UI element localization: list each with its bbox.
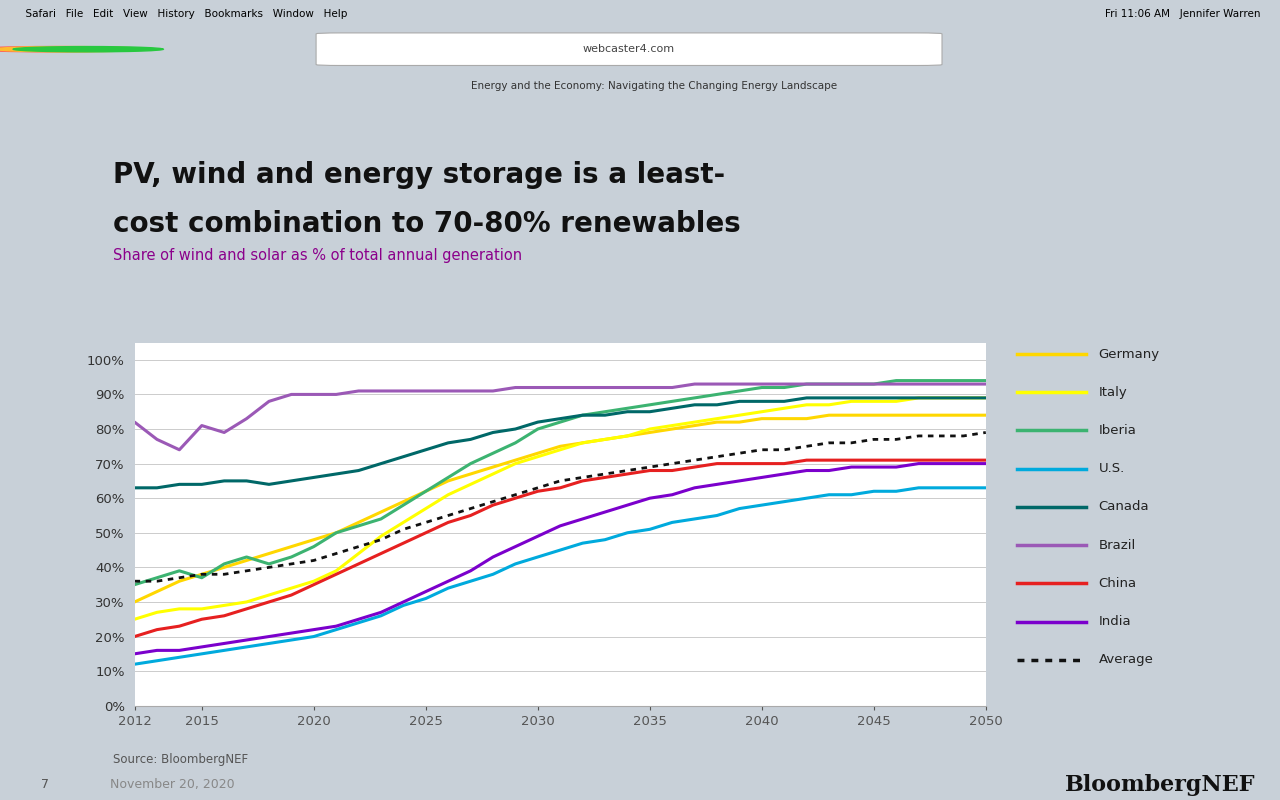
Text: India: India xyxy=(1098,615,1132,628)
Text: November 20, 2020: November 20, 2020 xyxy=(110,778,234,791)
Text: webcaster4.com: webcaster4.com xyxy=(582,44,675,54)
Text: Fri 11:06 AM   Jennifer Warren: Fri 11:06 AM Jennifer Warren xyxy=(1106,9,1261,18)
Text: BloombergNEF: BloombergNEF xyxy=(1065,774,1254,796)
Circle shape xyxy=(13,46,164,52)
Circle shape xyxy=(0,46,145,52)
Text: Germany: Germany xyxy=(1098,347,1160,361)
Text: Energy and the Economy: Navigating the Changing Energy Landscape: Energy and the Economy: Navigating the C… xyxy=(471,82,837,91)
Text: Italy: Italy xyxy=(1098,386,1128,398)
Text: cost combination to 70-80% renewables: cost combination to 70-80% renewables xyxy=(114,210,741,238)
Text: Safari   File   Edit   View   History   Bookmarks   Window   Help: Safari File Edit View History Bookmarks … xyxy=(19,9,348,18)
Circle shape xyxy=(0,46,125,52)
Text: Brazil: Brazil xyxy=(1098,538,1135,552)
Text: PV, wind and energy storage is a least-: PV, wind and energy storage is a least- xyxy=(114,161,726,189)
Text: China: China xyxy=(1098,577,1137,590)
Text: Source: BloombergNEF: Source: BloombergNEF xyxy=(114,754,248,766)
Text: Iberia: Iberia xyxy=(1098,424,1137,437)
FancyBboxPatch shape xyxy=(316,33,942,66)
Text: Share of wind and solar as % of total annual generation: Share of wind and solar as % of total an… xyxy=(114,248,522,263)
Text: Canada: Canada xyxy=(1098,501,1149,514)
Text: Average: Average xyxy=(1098,654,1153,666)
Text: U.S.: U.S. xyxy=(1098,462,1125,475)
Text: 7: 7 xyxy=(41,778,49,791)
